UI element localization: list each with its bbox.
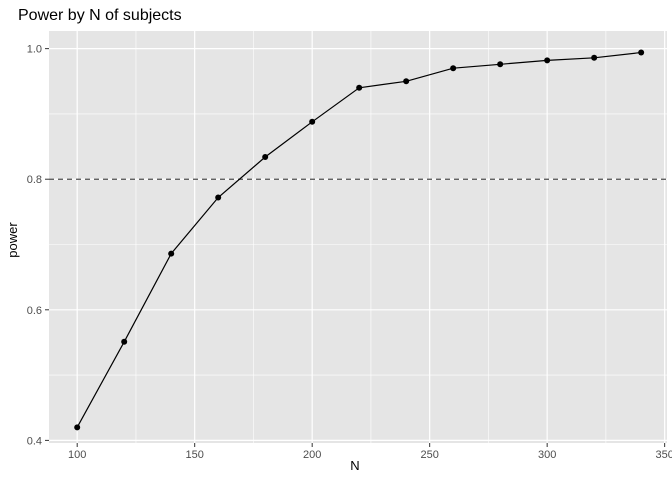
x-tick-label: 100 xyxy=(68,449,86,461)
data-point xyxy=(356,84,363,91)
data-point xyxy=(403,78,410,85)
minor-gridlines xyxy=(49,31,667,443)
y-tick-label: 0.4 xyxy=(27,435,42,447)
data-point xyxy=(121,338,128,345)
data-point xyxy=(74,424,81,431)
x-axis-title: N xyxy=(350,458,359,473)
data-point xyxy=(497,61,504,68)
data-point xyxy=(309,118,316,125)
data-points xyxy=(74,49,645,431)
chart-title: Power by N of subjects xyxy=(18,7,182,24)
x-axis-ticks: 100 150 200 250 300 350 xyxy=(68,443,672,461)
y-axis-title: power xyxy=(5,222,20,258)
data-point xyxy=(450,65,457,72)
data-point xyxy=(544,57,551,64)
x-tick-label: 250 xyxy=(420,449,438,461)
x-tick-label: 150 xyxy=(186,449,204,461)
y-tick-label: 0.8 xyxy=(27,174,42,186)
y-tick-label: 0.6 xyxy=(27,305,42,317)
x-tick-label: 200 xyxy=(303,449,321,461)
data-point xyxy=(168,250,175,257)
data-point xyxy=(591,54,598,61)
data-point xyxy=(215,194,222,201)
data-point xyxy=(638,49,645,56)
x-tick-label: 300 xyxy=(538,449,556,461)
x-tick-label: 350 xyxy=(655,449,672,461)
plot-panel xyxy=(49,31,667,443)
y-tick-label: 1.0 xyxy=(27,44,42,56)
y-axis-ticks: 0.4 0.6 0.8 1.0 xyxy=(27,44,49,447)
data-point xyxy=(262,154,269,161)
